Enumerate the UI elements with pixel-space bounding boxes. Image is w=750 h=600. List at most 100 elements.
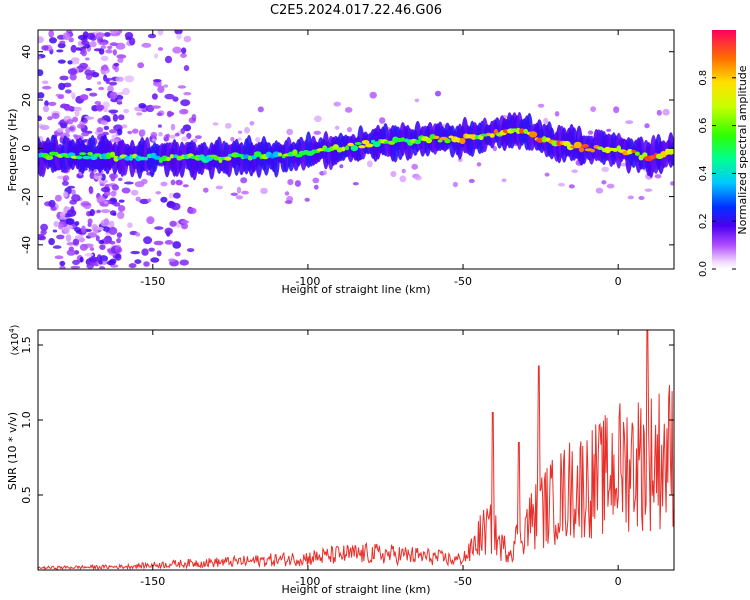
heatmap-noise-cell — [152, 79, 162, 83]
heatmap-ridge-cell — [165, 156, 171, 162]
heatmap-noise-cell — [654, 174, 662, 179]
heatmap-noise-cell — [117, 114, 125, 121]
heatmap-noise-cell — [100, 45, 107, 50]
heatmap-noise-cell — [148, 247, 155, 252]
heatmap-noise-cell — [41, 45, 49, 51]
heatmap-ridge-cell — [278, 152, 282, 157]
heatmap-noise-cell — [38, 55, 42, 60]
heatmap-noise-cell — [89, 172, 95, 179]
heatmap-noise-cell — [62, 191, 69, 198]
heatmap-noise-cell — [70, 265, 81, 269]
heatmap-ridge-cell — [143, 156, 149, 161]
snr-scale-factor: (x104) — [8, 324, 21, 355]
heatmap-noise-cell — [452, 181, 458, 188]
x-tick-label: 0 — [615, 575, 622, 588]
heatmap-noise-cell — [537, 103, 545, 108]
heatmap-noise-cell — [411, 163, 419, 170]
spectrogram-y-axis-label: Frequency (Hz) — [6, 109, 19, 192]
heatmap-noise-cell — [122, 87, 130, 96]
heatmap-noise-cell — [169, 220, 177, 227]
x-tick-label: -150 — [140, 575, 165, 588]
heatmap-noise-cell — [98, 179, 108, 184]
heatmap-noise-cell — [109, 91, 118, 100]
y-tick-label: -20 — [20, 188, 33, 206]
heatmap-noise-cell — [68, 37, 74, 43]
heatmap-noise-cell — [656, 109, 662, 116]
heatmap-noise-cell — [130, 250, 140, 255]
heatmap-noise-cell — [179, 108, 189, 115]
heatmap-noise-cell — [98, 260, 103, 265]
heatmap-noise-cell — [237, 137, 242, 141]
heatmap-noise-cell — [160, 196, 168, 203]
heatmap-ridge-cell — [523, 128, 528, 134]
heatmap-noise-cell — [79, 256, 84, 263]
heatmap-noise-cell — [48, 30, 54, 38]
heatmap-noise-cell — [117, 57, 124, 63]
heatmap-ridge-cell — [573, 141, 582, 149]
heatmap-noise-cell — [558, 182, 565, 187]
heatmap-noise-cell — [174, 30, 183, 35]
heatmap-noise-cell — [627, 195, 634, 200]
heatmap-noise-cell — [61, 180, 69, 186]
heatmap-noise-cell — [313, 130, 322, 135]
heatmap-noise-cell — [87, 218, 93, 225]
colorbar-tick-label: 0.4 — [698, 165, 709, 181]
heatmap-noise-cell — [65, 234, 72, 242]
heatmap-noise-cell — [57, 94, 65, 100]
heatmap-noise-cell — [174, 251, 181, 257]
heatmap-noise-cell — [102, 131, 109, 136]
heatmap-noise-cell — [102, 64, 108, 72]
heatmap-noise-cell — [79, 243, 88, 251]
y-tick-label: -40 — [20, 236, 33, 254]
heatmap-ridge-cell — [354, 142, 362, 145]
heatmap-noise-cell — [100, 120, 108, 125]
heatmap-noise-cell — [177, 85, 187, 89]
heatmap-noise-cell — [137, 62, 145, 69]
x-tick-label: -100 — [295, 275, 320, 288]
heatmap-ridge-cell — [45, 155, 54, 161]
heatmap-noise-cell — [195, 135, 202, 140]
heatmap-noise-cell — [67, 68, 78, 75]
heatmap-noise-cell — [103, 107, 109, 113]
heatmap-noise-cell — [203, 187, 209, 193]
heatmap-noise-cell — [334, 125, 340, 130]
heatmap-noise-cell — [164, 240, 174, 245]
heatmap-ridge-cell — [578, 146, 585, 153]
heatmap-noise-cell — [238, 130, 243, 134]
heatmap-ridge-cell — [224, 156, 232, 161]
heatmap-noise-cell — [333, 101, 341, 107]
spectrogram-x-axis-label: Height of straight line (km) — [281, 283, 430, 296]
y-tick-label: 0.5 — [20, 486, 33, 504]
heatmap-noise-cell — [107, 45, 113, 50]
heatmap-noise-cell — [86, 32, 96, 40]
heatmap-noise-cell — [138, 103, 146, 109]
heatmap-noise-cell — [81, 225, 86, 234]
heatmap-noise-cell — [173, 192, 181, 199]
heatmap-noise-cell — [191, 114, 197, 121]
heatmap-noise-cell — [112, 114, 118, 122]
heatmap-noise-cell — [81, 40, 90, 46]
heatmap-noise-cell — [606, 183, 615, 189]
heatmap-noise-cell — [286, 128, 294, 136]
heatmap-noise-cell — [38, 69, 44, 77]
heatmap-noise-cell — [236, 186, 242, 194]
y-tick-label: 20 — [20, 93, 33, 107]
heatmap-noise-cell — [58, 216, 67, 220]
heatmap-noise-cell — [96, 196, 106, 204]
heatmap-noise-cell — [57, 59, 66, 64]
y-tick-label: 40 — [20, 45, 33, 59]
heatmap-noise-cell — [71, 194, 81, 202]
heatmap-noise-cell — [108, 220, 115, 229]
heatmap-noise-cell — [44, 100, 49, 107]
heatmap-noise-cell — [72, 259, 80, 265]
heatmap-noise-cell — [287, 179, 294, 186]
heatmap-noise-cell — [644, 188, 653, 192]
heatmap-noise-cell — [240, 177, 248, 184]
heatmap-noise-cell — [116, 101, 123, 105]
heatmap-noise-cell — [230, 136, 235, 142]
heatmap-noise-cell — [95, 32, 105, 38]
heatmap-noise-cell — [69, 126, 75, 131]
heatmap-noise-cell — [117, 128, 123, 136]
heatmap-ridge-cell — [341, 146, 346, 152]
